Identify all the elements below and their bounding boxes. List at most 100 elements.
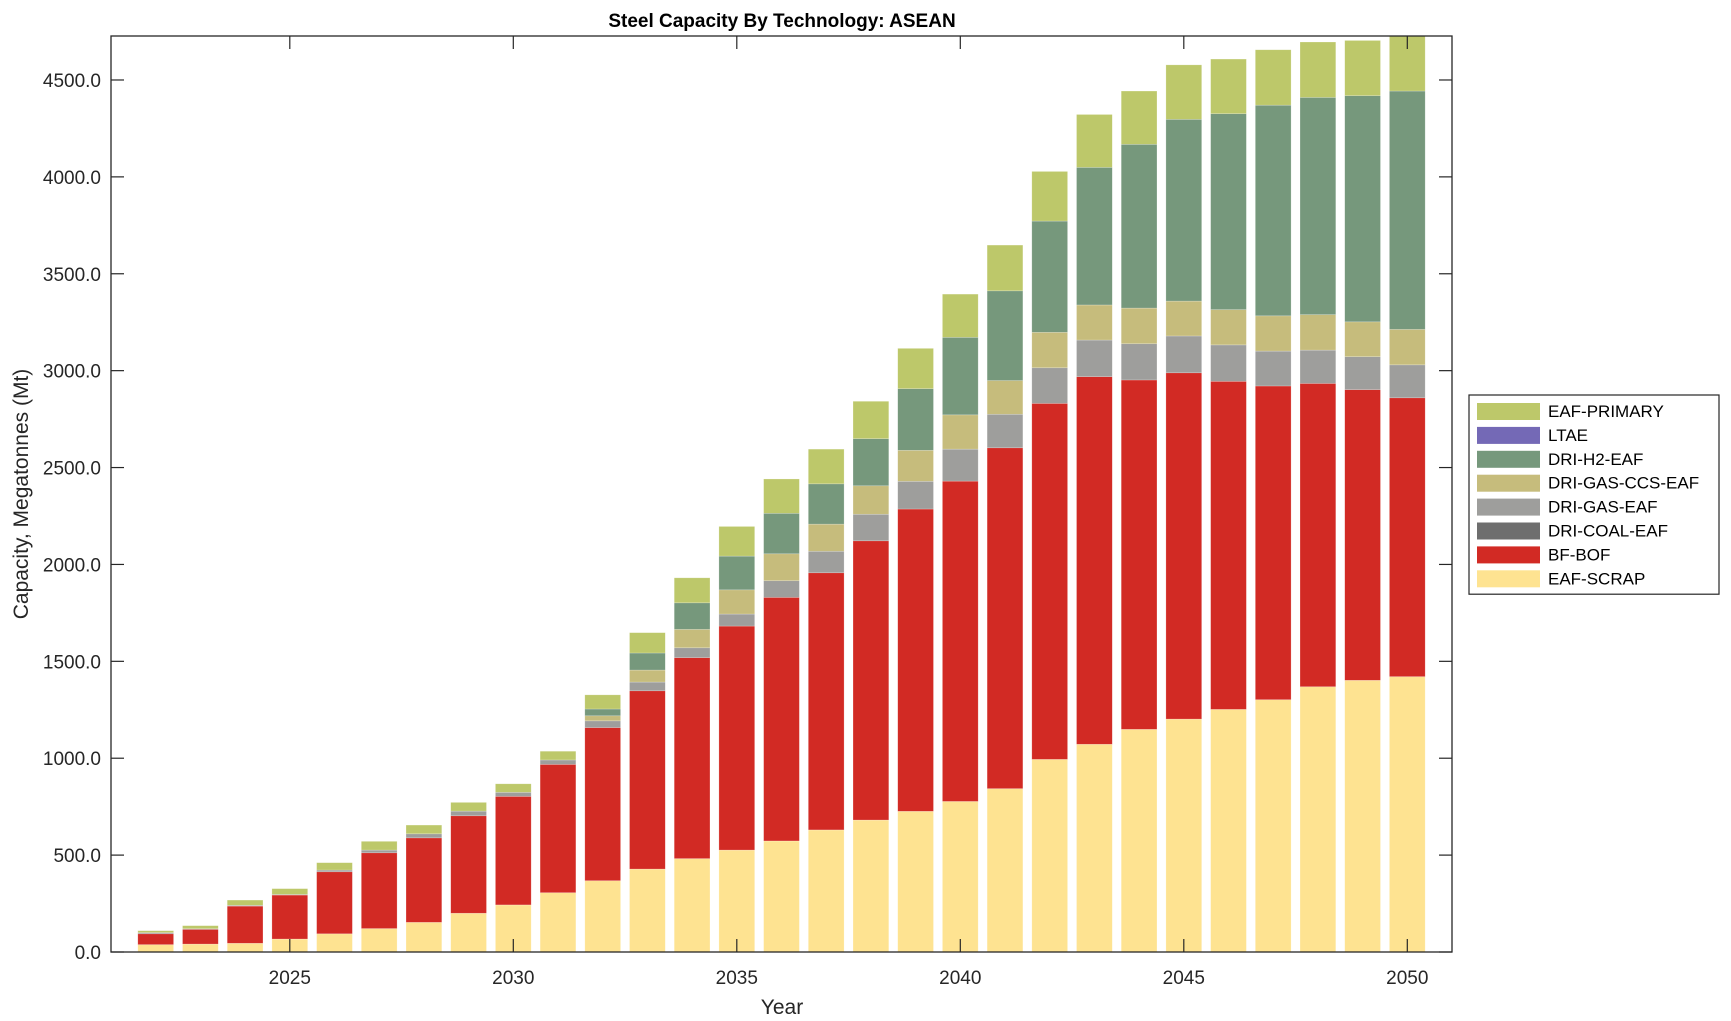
- bar-stack-2022: [137, 930, 174, 952]
- bar-segment-eaf-primary-2023: [182, 925, 219, 930]
- bar-segment-eaf-scrap-2038: [852, 819, 890, 952]
- legend-label: DRI-GAS-EAF: [1548, 498, 1658, 517]
- bar-segment-bf-bof-2036: [763, 597, 800, 842]
- bar-segment-dri-gas-eaf-2025: [271, 894, 308, 896]
- bar-segment-dri-gas-ccs-eaf-2036: [763, 553, 800, 582]
- bar-segment-bf-bof-2041: [986, 447, 1024, 789]
- legend-label: BF-BOF: [1548, 545, 1610, 564]
- bar-segment-eaf-primary-2046: [1210, 58, 1247, 115]
- legend-swatch: [1477, 426, 1540, 444]
- bar-segment-eaf-scrap-2028: [405, 922, 443, 952]
- bar-segment-eaf-scrap-2027: [361, 928, 398, 952]
- bar-segment-eaf-scrap-2029: [450, 912, 487, 952]
- legend-label: LTAE: [1548, 426, 1588, 445]
- bar-segment-dri-gas-eaf-2040: [942, 448, 979, 482]
- bar-stack-2032: [584, 694, 621, 952]
- bar-segment-eaf-primary-2045: [1165, 64, 1202, 120]
- bar-segment-bf-bof-2026: [316, 871, 353, 935]
- bar-segment-dri-gas-ccs-eaf-2048: [1299, 314, 1337, 351]
- bar-segment-dri-gas-eaf-2045: [1165, 335, 1202, 374]
- bar-segment-dri-gas-eaf-2030: [495, 792, 532, 797]
- bar-segment-bf-bof-2047: [1255, 385, 1292, 701]
- bar-stack-2048: [1299, 41, 1337, 952]
- legend-item-bf-bof: BF-BOF: [1477, 545, 1610, 564]
- bar-segment-dri-gas-eaf-2047: [1255, 350, 1292, 387]
- bar-segment-dri-gas-eaf-2035: [718, 613, 755, 627]
- bar-segment-eaf-scrap-2032: [584, 880, 621, 952]
- bar-segment-dri-h2-eaf-2041: [986, 290, 1024, 381]
- bar-segment-eaf-primary-2026: [316, 862, 353, 871]
- bar-segment-bf-bof-2030: [495, 796, 532, 906]
- bar-segment-bf-bof-2027: [361, 852, 398, 929]
- bar-segment-dri-gas-eaf-2039: [897, 481, 934, 510]
- x-tick-label: 2030: [492, 968, 534, 989]
- bar-segment-eaf-scrap-2050: [1389, 676, 1426, 952]
- bar-stack-2044: [1120, 90, 1158, 952]
- bar-segment-bf-bof-2033: [629, 690, 666, 870]
- bar-segment-dri-gas-eaf-2050: [1389, 364, 1426, 399]
- bar-segment-dri-gas-ccs-eaf-2046: [1210, 309, 1247, 346]
- legend: EAF-PRIMARY LTAE DRI-H2-EAF DRI-GAS-CCS-EAF…: [1468, 394, 1720, 595]
- bar-stack-2043: [1076, 114, 1113, 952]
- legend-label: EAF-PRIMARY: [1548, 402, 1664, 421]
- bar-segment-eaf-scrap-2049: [1344, 680, 1381, 952]
- bar-segment-dri-h2-eaf-2037: [808, 483, 845, 525]
- bar-segment-eaf-primary-2037: [808, 448, 845, 485]
- bars-layer: [137, 36, 1426, 952]
- bar-segment-dri-gas-ccs-eaf-2042: [1031, 331, 1068, 369]
- bar-segment-bf-bof-2031: [539, 764, 577, 893]
- bar-stack-2028: [405, 824, 443, 952]
- bar-segment-dri-gas-eaf-2033: [629, 681, 666, 692]
- bar-segment-bf-bof-2049: [1344, 389, 1381, 681]
- bar-segment-eaf-primary-2027: [361, 841, 398, 851]
- bar-segment-eaf-primary-2028: [405, 824, 443, 835]
- y-tick-label: 1000.0: [43, 749, 101, 770]
- bar-segment-dri-gas-eaf-2041: [986, 413, 1024, 449]
- bar-segment-eaf-scrap-2041: [986, 788, 1024, 952]
- bar-segment-dri-h2-eaf-2032: [584, 708, 621, 717]
- y-axis-title: Capacity, Megatonnes (Mt): [10, 369, 33, 620]
- legend-swatch: [1477, 474, 1540, 492]
- bar-segment-dri-gas-eaf-2031: [539, 759, 577, 765]
- bar-segment-eaf-primary-2043: [1076, 114, 1113, 168]
- bar-segment-dri-gas-ccs-eaf-2035: [718, 589, 755, 615]
- bar-segment-eaf-primary-2030: [495, 783, 532, 793]
- bar-segment-eaf-scrap-2023: [182, 943, 219, 952]
- bar-segment-dri-h2-eaf-2046: [1210, 113, 1247, 310]
- bar-stack-2024: [226, 899, 264, 952]
- bar-segment-bf-bof-2037: [808, 572, 845, 831]
- bar-segment-bf-bof-2042: [1031, 403, 1068, 760]
- bar-segment-dri-h2-eaf-2038: [852, 438, 890, 487]
- bar-segment-eaf-primary-2047: [1255, 49, 1292, 106]
- bar-segment-bf-bof-2038: [852, 540, 890, 821]
- bar-segment-eaf-primary-2036: [763, 478, 800, 514]
- bar-segment-dri-gas-ccs-eaf-2044: [1120, 307, 1158, 345]
- chart-title: Steel Capacity By Technology: ASEAN: [608, 11, 955, 32]
- bar-segment-eaf-scrap-2048: [1299, 686, 1337, 952]
- bar-segment-dri-gas-eaf-2032: [584, 720, 621, 728]
- bar-stack-2037: [808, 448, 845, 952]
- bar-stack-2029: [450, 802, 487, 952]
- bar-segment-eaf-scrap-2042: [1031, 759, 1068, 952]
- bar-segment-dri-gas-ccs-eaf-2033: [629, 669, 666, 683]
- legend-label: DRI-COAL-EAF: [1548, 522, 1668, 541]
- x-axis-title: Year: [761, 996, 803, 1019]
- bar-segment-dri-gas-eaf-2049: [1344, 356, 1381, 390]
- bar-segment-dri-gas-eaf-2042: [1031, 367, 1068, 404]
- legend-item-ltae: LTAE: [1477, 426, 1588, 445]
- bar-segment-dri-h2-eaf-2042: [1031, 220, 1068, 333]
- bar-segment-dri-h2-eaf-2033: [629, 652, 666, 671]
- bar-segment-dri-gas-eaf-2048: [1299, 349, 1337, 384]
- y-tick-label: 3500.0: [43, 265, 101, 286]
- bar-segment-bf-bof-2044: [1120, 379, 1158, 730]
- bar-stack-2030: [495, 783, 532, 952]
- bar-segment-dri-h2-eaf-2047: [1255, 104, 1292, 317]
- bar-stack-2035: [718, 526, 755, 952]
- bar-segment-dri-gas-eaf-2046: [1210, 344, 1247, 382]
- bar-segment-dri-gas-eaf-2034: [673, 647, 711, 658]
- bar-stack-2050: [1389, 36, 1426, 952]
- bar-stack-2036: [763, 478, 800, 952]
- bar-segment-eaf-scrap-2039: [897, 811, 934, 952]
- bar-segment-eaf-scrap-2033: [629, 868, 666, 952]
- bar-segment-bf-bof-2025: [271, 894, 308, 940]
